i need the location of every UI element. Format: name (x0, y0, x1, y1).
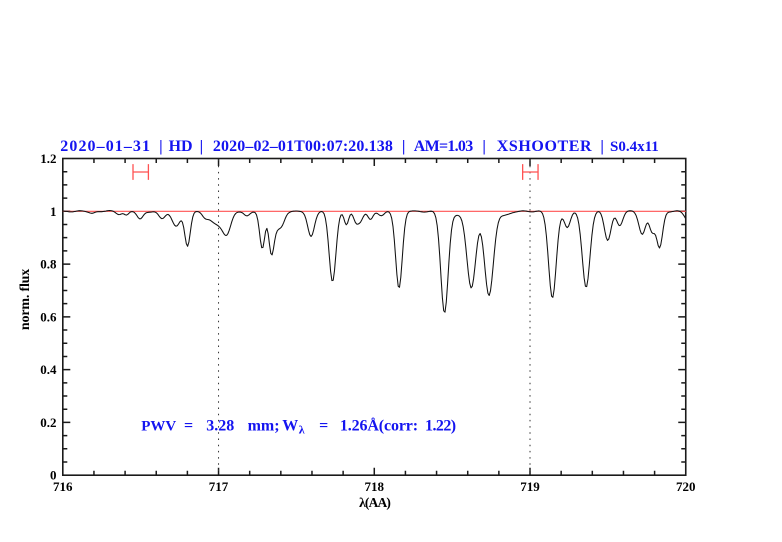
svg-text:717: 717 (209, 479, 229, 494)
svg-text:=: = (184, 417, 193, 434)
svg-text:|: | (482, 138, 486, 155)
svg-text:λ: λ (299, 423, 305, 437)
svg-text:λ(AA): λ(AA) (359, 495, 391, 510)
svg-text:2020–02–01T00:07:20.138: 2020–02–01T00:07:20.138 (213, 138, 393, 155)
svg-text:mm;: mm; (248, 417, 280, 434)
svg-text:|: | (600, 138, 604, 155)
svg-text:0: 0 (50, 468, 57, 483)
svg-text:0.4: 0.4 (40, 362, 57, 377)
svg-text:1.26Å(corr:: 1.26Å(corr: (340, 416, 418, 434)
svg-text:0.2: 0.2 (40, 415, 56, 430)
svg-text:AM=1.03: AM=1.03 (414, 138, 473, 155)
svg-text:718: 718 (365, 479, 385, 494)
svg-text:0.8: 0.8 (40, 257, 57, 272)
svg-text:0.6: 0.6 (40, 309, 57, 324)
svg-text:|: | (402, 138, 406, 155)
svg-text:1: 1 (50, 204, 57, 219)
svg-text:719: 719 (520, 479, 540, 494)
svg-text:HD: HD (169, 138, 193, 155)
svg-text:=: = (319, 417, 328, 434)
svg-text:2020–01–31: 2020–01–31 (60, 138, 150, 155)
svg-text:|: | (200, 138, 204, 155)
svg-text:S0.4x11: S0.4x11 (610, 139, 659, 155)
svg-text:1.2: 1.2 (40, 151, 56, 166)
svg-text:1.22): 1.22) (425, 417, 456, 434)
svg-text:W: W (282, 417, 298, 434)
svg-text:PWV: PWV (141, 418, 176, 434)
svg-text:XSHOOTER: XSHOOTER (497, 138, 592, 155)
svg-text:3.28: 3.28 (206, 417, 234, 434)
svg-text:716: 716 (53, 479, 73, 494)
svg-text:norm. flux: norm. flux (18, 269, 33, 330)
svg-text:|: | (159, 138, 163, 155)
svg-text:720: 720 (676, 479, 696, 494)
